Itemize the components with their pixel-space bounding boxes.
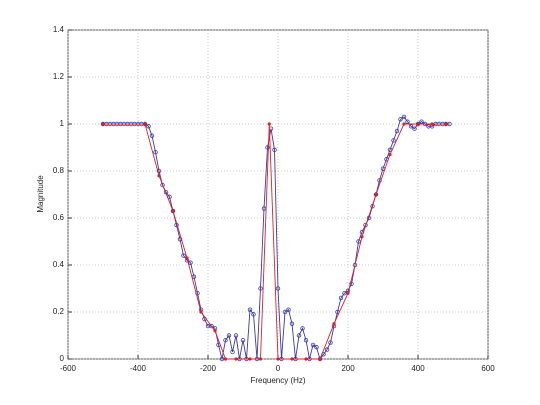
data-point: [265, 145, 270, 150]
data-point: [430, 122, 434, 126]
data-point: [156, 168, 162, 174]
data-point: [416, 122, 420, 126]
y-tick-label: 0.8: [53, 166, 65, 175]
data-point: [304, 357, 308, 361]
x-tick-label: 200: [341, 364, 355, 373]
y-axis-label: Magnitude: [36, 175, 45, 213]
data-point: [170, 208, 176, 214]
data-point: [314, 345, 319, 350]
data-point: [276, 357, 280, 361]
data-point: [290, 357, 294, 361]
x-tick-label: -600: [60, 364, 77, 373]
data-point: [188, 260, 193, 265]
data-point: [275, 286, 281, 291]
data-point: [289, 321, 295, 326]
x-tick-label: 0: [276, 364, 281, 373]
y-tick-label: 0: [60, 354, 65, 363]
data-point: [199, 310, 203, 314]
data-point: [153, 149, 158, 155]
data-point: [338, 295, 344, 301]
series-line: [103, 116, 450, 360]
data-point: [412, 126, 417, 131]
data-point: [401, 114, 407, 120]
x-tick-label: 400: [411, 364, 425, 373]
data-point: [223, 357, 228, 361]
data-point: [219, 356, 225, 362]
data-point: [240, 338, 246, 343]
data-point: [171, 209, 175, 213]
data-point: [398, 117, 403, 122]
data-point: [233, 333, 239, 338]
data-point: [447, 121, 452, 127]
data-point: [258, 357, 263, 361]
data-point: [394, 128, 400, 134]
data-point: [213, 329, 217, 333]
data-point: [405, 119, 410, 124]
data-point: [332, 322, 336, 326]
data-point: [247, 307, 253, 312]
data-point: [149, 133, 155, 138]
data-point: [388, 152, 392, 157]
data-point: [226, 333, 232, 338]
data-point: [101, 122, 105, 126]
data-point: [258, 286, 263, 291]
data-point: [209, 323, 214, 329]
data-point: [328, 340, 333, 345]
y-tick-label: 1.4: [53, 25, 65, 34]
data-point: [444, 122, 448, 126]
x-axis-label: Frequency (Hz): [250, 376, 305, 385]
data-point: [402, 122, 406, 126]
data-point: [181, 253, 186, 258]
data-point: [282, 309, 288, 315]
y-tick-label: 1: [60, 119, 65, 128]
data-point: [356, 239, 361, 244]
data-point: [303, 338, 309, 343]
data-point: [267, 122, 271, 126]
y-tick-label: 0.2: [53, 307, 65, 316]
data-point: [223, 338, 228, 343]
data-point: [391, 138, 396, 143]
data-point: [342, 291, 347, 296]
data-point: [251, 312, 256, 317]
data-point: [272, 147, 277, 153]
data-point: [324, 347, 330, 352]
data-point: [143, 122, 147, 126]
data-point: [230, 349, 235, 355]
x-tick-label: 600: [481, 364, 495, 373]
data-point: [157, 174, 161, 178]
data-point: [286, 307, 291, 312]
data-point: [146, 124, 151, 129]
data-point: [296, 333, 302, 338]
y-tick-label: 0.4: [53, 260, 65, 269]
data-point: [360, 235, 364, 239]
data-point: [300, 326, 305, 331]
y-tick-label: 1.2: [53, 72, 65, 81]
data-point: [373, 192, 379, 197]
data-point: [349, 281, 354, 286]
data-point: [310, 342, 316, 348]
data-point: [185, 256, 189, 260]
y-tick-label: 0.6: [53, 213, 65, 222]
data-point: [419, 119, 424, 124]
data-point: [234, 357, 238, 361]
data-point: [248, 357, 252, 361]
data-point: [408, 124, 414, 129]
data-point: [346, 291, 350, 295]
x-tick-label: -400: [130, 364, 147, 373]
data-point: [318, 357, 322, 361]
data-point: [374, 192, 378, 197]
x-tick-label: -200: [200, 364, 217, 373]
